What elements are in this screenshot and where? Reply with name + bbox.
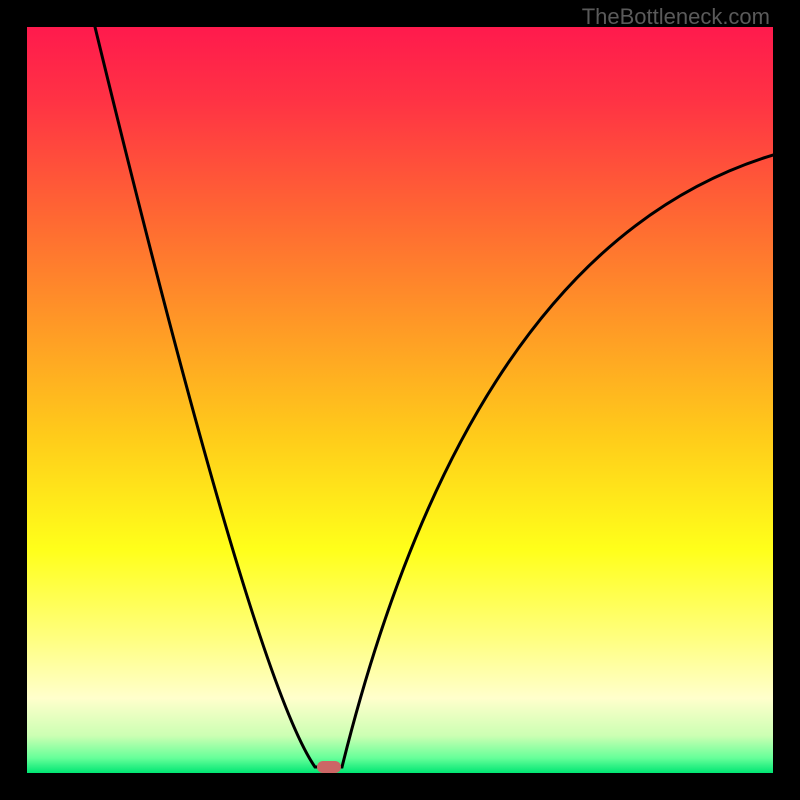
plot-area (27, 27, 773, 773)
minimum-marker (317, 761, 341, 773)
chart-frame: TheBottleneck.com (0, 0, 800, 800)
gradient-background (27, 27, 773, 773)
